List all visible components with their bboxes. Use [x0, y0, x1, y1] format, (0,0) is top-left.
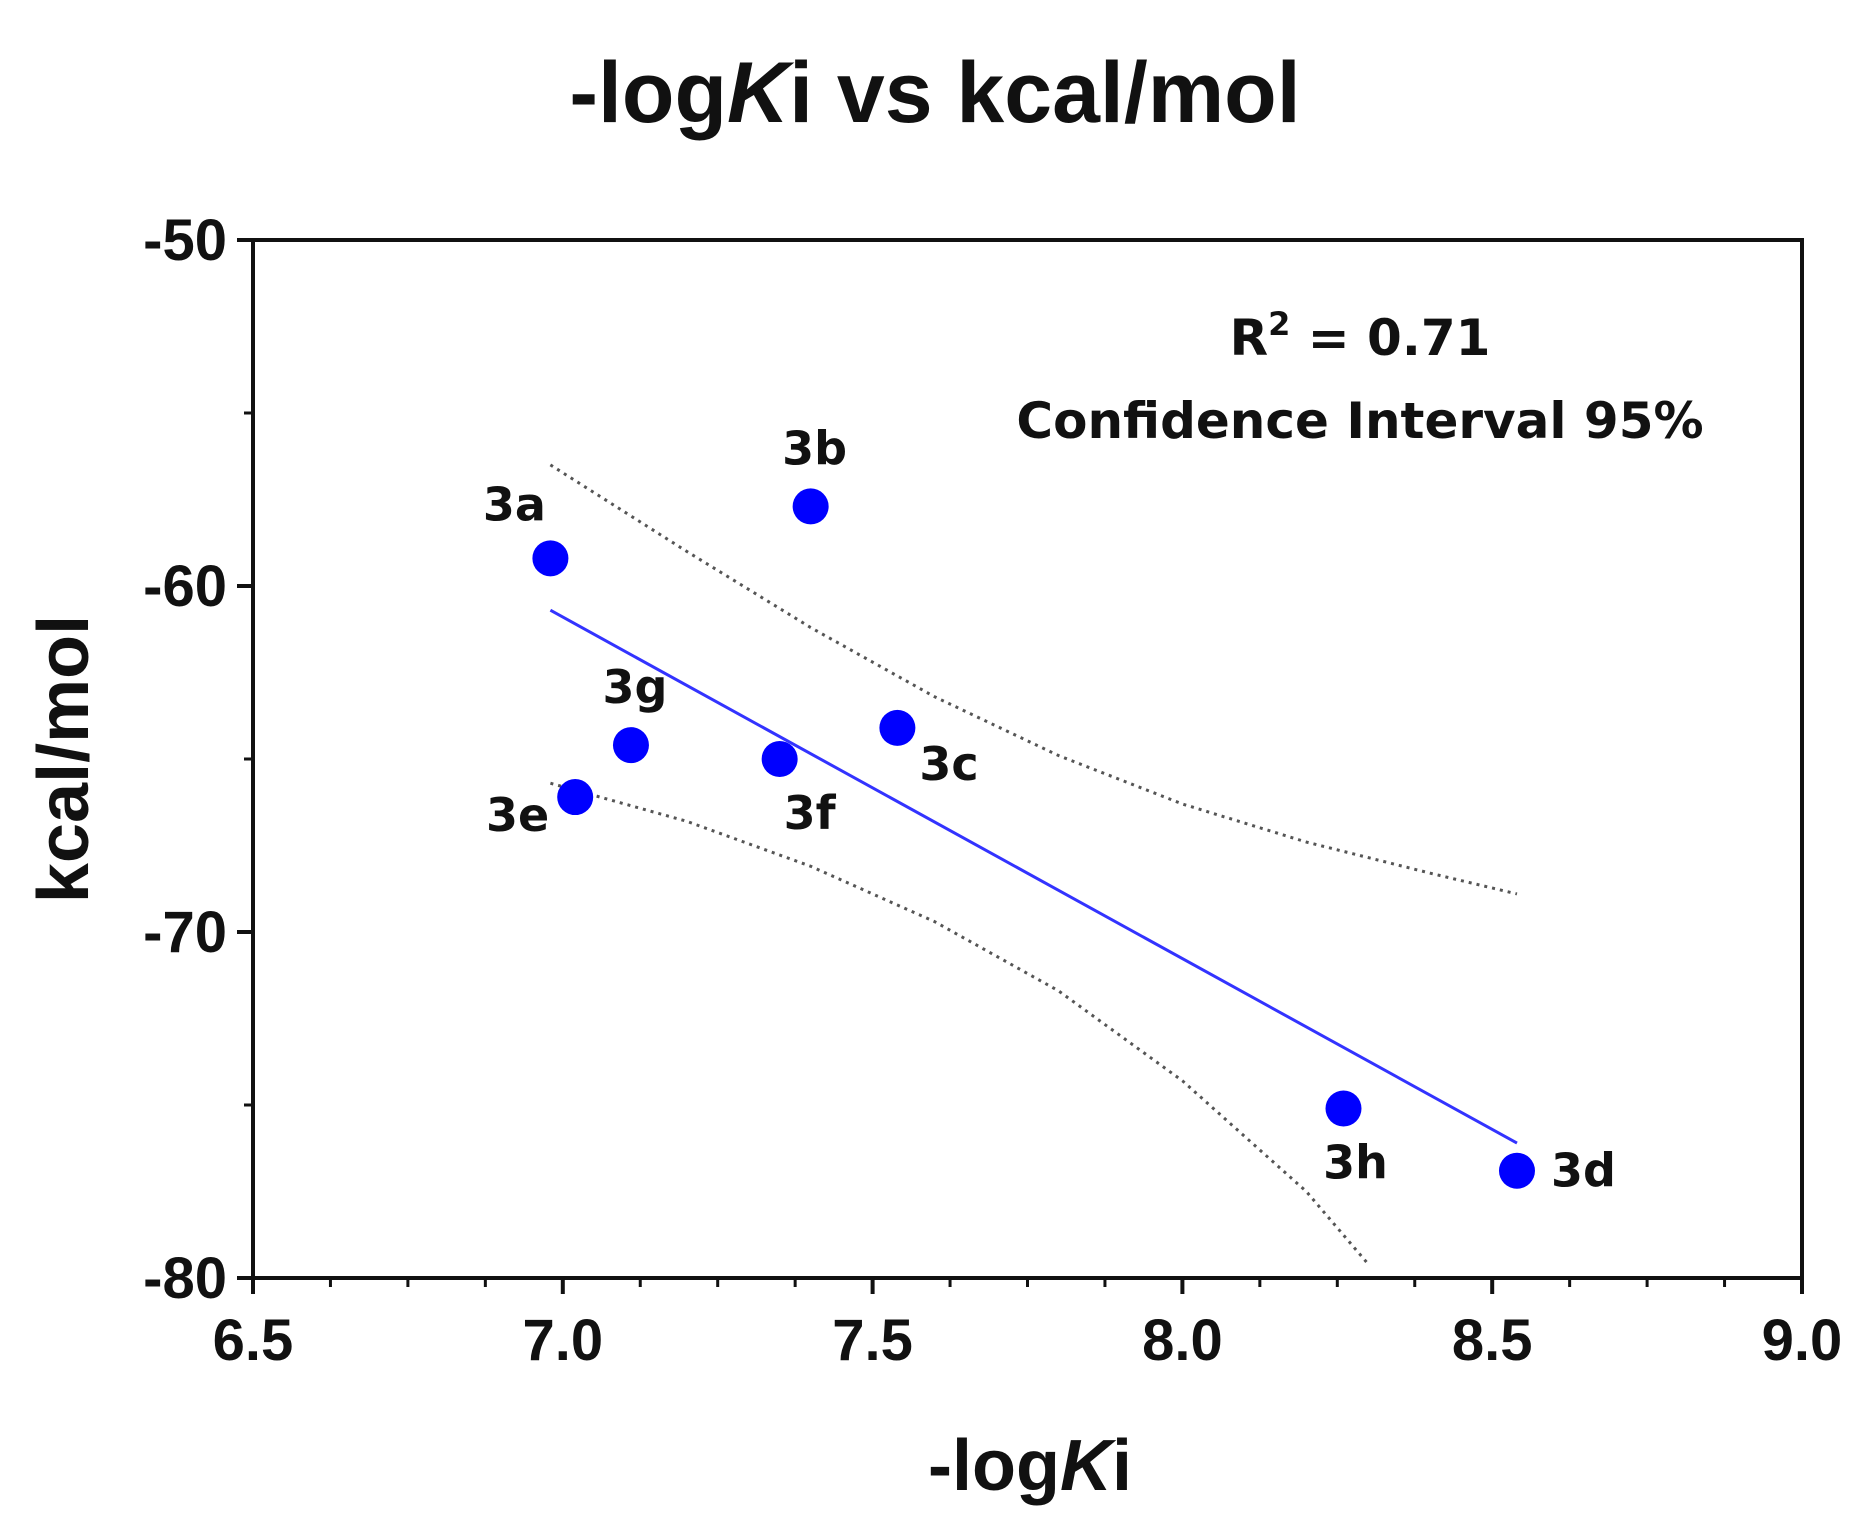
x-tick-label: 7.5	[832, 1308, 913, 1373]
point-label-3c: 3c	[919, 737, 978, 791]
point-label-3g: 3g	[602, 660, 667, 714]
data-point-3a	[532, 540, 569, 577]
point-label-3a: 3a	[483, 477, 546, 531]
data-point-3g	[612, 727, 649, 764]
data-point-3f	[761, 741, 798, 777]
point-label-3b: 3b	[782, 421, 847, 475]
y-tick-label: -80	[143, 1246, 227, 1311]
point-label-3f: 3f	[784, 786, 837, 840]
x-tick-label: 8.0	[1142, 1308, 1223, 1373]
data-point-3b	[792, 488, 829, 525]
y-axis-label: kcal/mol	[24, 615, 104, 903]
r-squared-annotation: R2 = 0.71	[1230, 305, 1491, 367]
y-tick-label: -60	[143, 554, 227, 619]
data-point-3h	[1325, 1090, 1362, 1127]
point-label-3d: 3d	[1551, 1144, 1616, 1198]
point-label-3e: 3e	[486, 788, 549, 842]
data-point-3e	[557, 779, 594, 816]
chart-title: -logKi vs kcal/mol	[569, 45, 1300, 141]
x-tick-label: 7.0	[522, 1308, 603, 1373]
regression-line	[549, 608, 1518, 1145]
point-label-3h: 3h	[1323, 1135, 1388, 1189]
y-tick-label: -70	[143, 900, 227, 965]
data-point-3c	[879, 709, 916, 746]
confidence-band-upper	[549, 463, 1518, 896]
confidence-band-lower	[550, 781, 1370, 1266]
data-point-3d	[1498, 1152, 1535, 1189]
data-points: 3a 3b 3c 3d 3e 3f 3g 3h	[483, 421, 1616, 1197]
fit-lines	[549, 463, 1518, 1266]
axis-ticks: 6.5 7.0 7.5 8.0 8.5 9.0 -50 -60 -70 -80	[143, 208, 1842, 1373]
y-tick-label: -50	[143, 208, 227, 273]
x-tick-label: 6.5	[213, 1308, 294, 1373]
x-tick-label: 9.0	[1762, 1308, 1843, 1373]
x-axis-label: -logKi	[928, 1426, 1132, 1506]
x-tick-label: 8.5	[1452, 1308, 1533, 1373]
confidence-interval-annotation: Confidence Interval 95%	[1016, 392, 1703, 450]
